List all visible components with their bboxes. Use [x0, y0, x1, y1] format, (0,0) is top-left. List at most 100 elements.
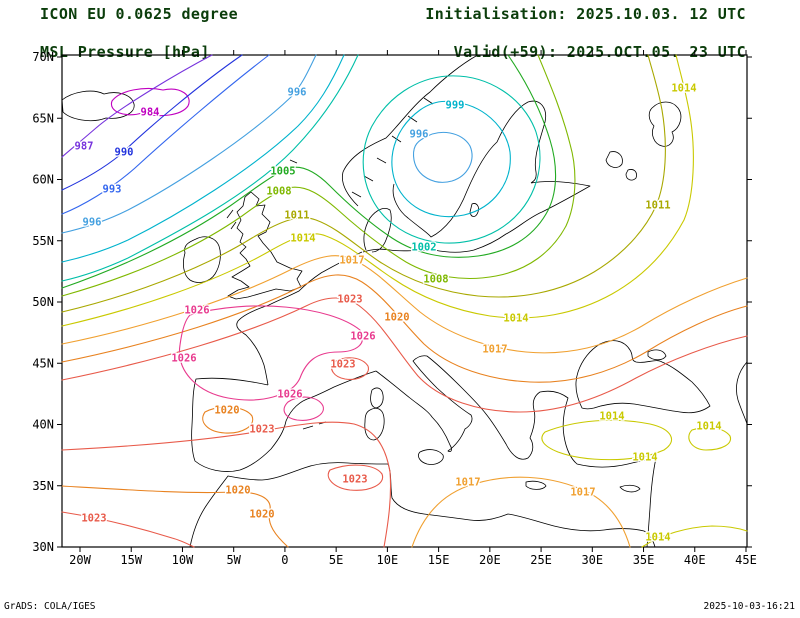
lon-label: 15E	[428, 553, 450, 567]
isobar-label-1017: 1017	[339, 255, 364, 267]
lon-label: 10W	[172, 553, 194, 567]
isobar-label-1014: 1014	[645, 532, 670, 544]
lon-label: 40E	[684, 553, 706, 567]
axis-lon-labels: 20W 15W 10W 5W 0 5E 10E 15E 20E 25E 30E 35E 40E 45E	[69, 50, 757, 567]
contour-996-line	[61, 54, 317, 234]
lon-label: 5W	[226, 553, 241, 567]
contour-990-line	[61, 54, 243, 191]
header-right: Initialisation: 2025.10.03. 12 UTC Valid…	[425, 5, 746, 62]
contour-1014-east	[688, 427, 732, 451]
creation-timestamp: 2025-10-03-16:21	[703, 601, 795, 612]
lon-label: 20E	[479, 553, 501, 567]
model-title: ICON EU 0.0625 degree	[40, 5, 239, 23]
isobar-label-1020: 1020	[249, 509, 274, 521]
contour-1017-med	[411, 476, 631, 548]
contour-1014-anatolia	[541, 419, 673, 461]
lon-label: 5E	[329, 553, 343, 567]
map-frame	[61, 54, 748, 548]
lat-label: 40N	[32, 418, 54, 432]
contour-1023-line	[61, 297, 748, 413]
coastlines	[61, 55, 748, 548]
isobar-label-1005: 1005	[270, 166, 295, 178]
contour-1002-low	[362, 75, 541, 244]
contour-1014-corner	[641, 525, 748, 548]
contour-1008-line	[61, 54, 576, 297]
contour-1026-blob	[283, 396, 324, 421]
contour-999-low	[391, 100, 511, 218]
isobar-label-1008: 1008	[266, 186, 291, 198]
isobar-label-996: 996	[83, 217, 102, 229]
isobar-label-1017: 1017	[570, 487, 595, 499]
isobar-label-1011: 1011	[645, 200, 670, 212]
grads-credit: GrADS: COLA/IGES	[4, 601, 96, 612]
contour-993-line	[61, 54, 270, 215]
lon-label: 10E	[377, 553, 399, 567]
isobar-label-1014: 1014	[290, 233, 315, 245]
isobar-label-1023: 1023	[249, 424, 274, 436]
isobar-label-987: 987	[75, 141, 94, 153]
contour-1023-sw	[61, 511, 195, 548]
header-left: ICON EU 0.0625 degree MSL Pressure [hPa]	[40, 5, 238, 62]
contour-1005-line	[61, 54, 557, 289]
isobar-label-1017: 1017	[482, 344, 507, 356]
isobar-label-1014: 1014	[671, 83, 696, 95]
isobar-label-1014: 1014	[599, 411, 624, 423]
lon-label: 25E	[530, 553, 552, 567]
isobar-label-1014: 1014	[696, 421, 721, 433]
isobar-label-999: 999	[446, 100, 465, 112]
lat-label: 55N	[32, 234, 54, 248]
contour-996-low	[412, 131, 473, 183]
contour-987-line	[61, 54, 213, 158]
isobar-label-1002: 1002	[411, 242, 436, 254]
coastline-path	[61, 55, 748, 548]
isobar-label-1017: 1017	[455, 477, 480, 489]
contour-labels: 984 987 990 993 996 996 996 999 1002 1005 1008 1008…	[73, 81, 723, 545]
lat-label: 65N	[32, 111, 54, 125]
contour-1023-tunisia	[327, 464, 384, 491]
contour-984-line	[110, 87, 190, 117]
lat-label: 35N	[32, 479, 54, 493]
contour-1020-africa	[61, 485, 289, 548]
contour-1020-line	[61, 274, 748, 383]
isobars	[61, 54, 748, 548]
isobar-label-1020: 1020	[384, 312, 409, 324]
isobar-label-996: 996	[288, 87, 307, 99]
contour-999-line	[61, 54, 345, 263]
contour-1014-line	[61, 54, 694, 327]
isobar-label-1014: 1014	[632, 452, 657, 464]
contour-1011-line	[61, 54, 666, 313]
lat-label: 45N	[32, 356, 54, 370]
isobar-label-1026: 1026	[184, 305, 209, 317]
contour-1017-line	[61, 255, 748, 354]
valid-time: Valid(+59): 2025.OCT.05. 23 UTC	[453, 43, 746, 61]
contour-1023-genoa	[331, 357, 369, 380]
isobar-label-1008: 1008	[423, 274, 448, 286]
lon-label: 30E	[581, 553, 603, 567]
lat-label: 30N	[32, 540, 54, 554]
lat-label: 60N	[32, 173, 54, 187]
lon-label: 45E	[735, 553, 757, 567]
isobar-label-1023: 1023	[342, 474, 367, 486]
lat-label: 70N	[32, 50, 54, 64]
lon-label: 0	[281, 553, 288, 567]
isobar-label-996: 996	[410, 129, 429, 141]
axis-lat-labels: 70N 65N 60N 55N 50N 45N 40N 35N 30N	[32, 50, 752, 554]
lon-label: 20W	[69, 553, 91, 567]
contour-1002-line	[61, 54, 359, 282]
isobar-label-990: 990	[115, 147, 134, 159]
isobar-label-1020: 1020	[225, 485, 250, 497]
contour-1023-south	[61, 421, 392, 548]
isobar-label-1011: 1011	[284, 210, 309, 222]
lat-label: 50N	[32, 295, 54, 309]
isobar-label-1023: 1023	[337, 294, 362, 306]
contour-1026-high	[178, 305, 364, 401]
isobar-label-1026: 1026	[171, 353, 196, 365]
isobar-label-1026: 1026	[277, 389, 302, 401]
contour-1020-spain	[202, 406, 254, 434]
init-time: Initialisation: 2025.10.03. 12 UTC	[425, 5, 746, 23]
isobar-label-984: 984	[141, 107, 160, 119]
lon-label: 35E	[633, 553, 655, 567]
field-title: MSL Pressure [hPa]	[40, 43, 210, 61]
isobar-label-1014: 1014	[503, 313, 528, 325]
